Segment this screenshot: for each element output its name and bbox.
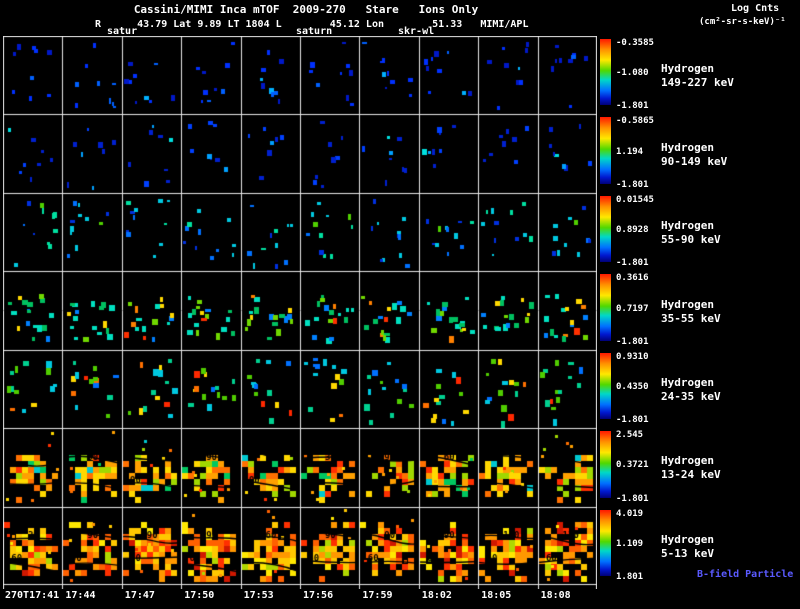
channel-label: Hydrogen 90-149 keV (661, 141, 727, 169)
colorbar-tick: 0.8928 (616, 225, 649, 236)
channel-energy: 90-149 keV (661, 154, 728, 168)
ephemeris-line: R 43.79 Lat 9.89 LT 1804 L 45.12 Lon 51.… (95, 19, 529, 30)
channel-label: Hydrogen 35-55 keV (661, 298, 721, 326)
channel-energy: 35-55 keV (661, 311, 721, 325)
colorbar-tick: 1.801 (616, 572, 644, 582)
colorbar-tick: 0.9310 (616, 351, 649, 362)
colorbar-tick: -1.801 (616, 336, 649, 347)
time-tick: 18:08 (540, 590, 571, 601)
time-tick: 17:47 (124, 590, 155, 601)
colorbar (600, 509, 611, 576)
channel-energy: 149-227 keV (661, 76, 734, 90)
channel-label: Hydrogen 149-227 keV (661, 62, 734, 90)
channel-energy: 5-13 keV (661, 546, 714, 560)
colorbar-tick: -1.801 (616, 493, 649, 504)
colorbar (600, 195, 611, 263)
colorbar-tick: 0.01545 (616, 194, 654, 205)
channel-energy: 55-90 keV (661, 233, 721, 247)
colorbar-tick: 0.3616 (616, 273, 649, 284)
colorbar-tick: 2.545 (616, 430, 644, 441)
time-tick: 270T17:41 (5, 590, 60, 601)
colorbar-tick: -0.3585 (616, 38, 654, 48)
time-tick: 17:53 (243, 590, 274, 601)
colorbar-tick: 0.3721 (616, 460, 649, 471)
colorbar-tick: -1.801 (616, 179, 649, 190)
colorbar-tick: -1.801 (616, 101, 649, 112)
colorbar-tick: 0.4350 (616, 381, 649, 392)
time-tick: 17:44 (65, 590, 96, 601)
channel-label: Hydrogen 24-35 keV (661, 376, 721, 404)
channel-species: Hydrogen (661, 454, 714, 468)
channel-energy: 24-35 keV (661, 389, 721, 403)
channel-label: Hydrogen 13-24 keV (661, 454, 721, 482)
colorbar (600, 431, 611, 498)
colorbar-tick: 0.7197 (616, 303, 649, 314)
channel-species: Hydrogen (661, 219, 714, 233)
channel-energy: 13-24 keV (661, 468, 721, 482)
colorbar-tick: 4.019 (616, 508, 644, 519)
colorbar-tick: -1.801 (616, 258, 649, 269)
annotation-skr-wl: skr-wl (398, 26, 435, 37)
colorbar (600, 274, 611, 341)
channel-species: Hydrogen (661, 62, 714, 76)
colorbar (600, 117, 611, 184)
colorbar-legend-units: (cm²-sr-s-keV)⁻¹ (699, 17, 786, 27)
channel-species: Hydrogen (661, 297, 714, 311)
channel-species: Hydrogen (661, 140, 714, 154)
channel-label: Hydrogen 55-90 keV (661, 219, 721, 247)
annotation-saturn: saturn (296, 26, 333, 37)
colorbar-tick: -1.080 (616, 68, 649, 79)
colorbar-tick: -0.5865 (616, 116, 654, 127)
annotation-satur: satur (107, 26, 138, 37)
colorbar-tick: 1.194 (616, 146, 644, 157)
time-tick: 18:02 (421, 590, 452, 601)
colorbar-tick: -1.801 (616, 415, 649, 426)
colorbar-legend-title: Log Cnts (731, 3, 780, 14)
plot-title: Cassini/MIMI Inca mTOF 2009-270 Stare Io… (133, 3, 479, 16)
time-tick: 17:50 (184, 590, 215, 601)
time-tick: 17:56 (303, 590, 334, 601)
colorbar (600, 352, 611, 420)
channel-label: Hydrogen 5-13 keV (661, 533, 714, 561)
bfield-particle-flow-label: B-field Particle Flow (697, 569, 800, 580)
channel-species: Hydrogen (661, 532, 714, 546)
time-tick: 18:05 (481, 590, 512, 601)
time-tick: 17:59 (362, 590, 393, 601)
colorbar (600, 39, 611, 106)
spectrogram-panel-grid (3, 36, 597, 589)
colorbar-tick: 1.109 (616, 538, 644, 549)
channel-species: Hydrogen (661, 375, 714, 389)
